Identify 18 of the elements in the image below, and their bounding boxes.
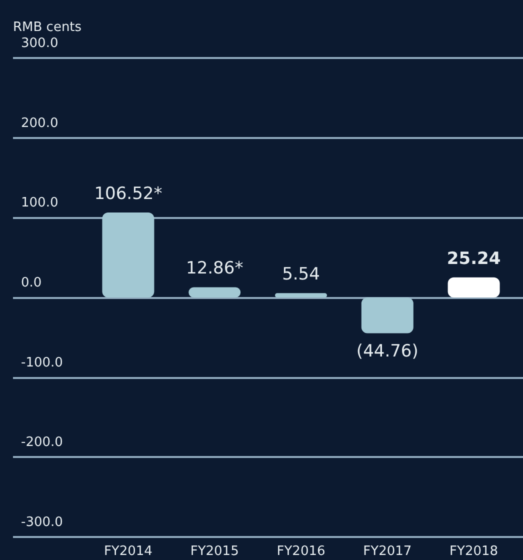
y-tick-label: -100.0 xyxy=(21,355,63,370)
x-tick-label: FY2018 xyxy=(450,544,498,559)
data-label: 5.54 xyxy=(282,264,320,285)
y-tick-label: 100.0 xyxy=(21,196,58,211)
y-tick-label: 0.0 xyxy=(21,276,42,290)
x-tick-label: FY2016 xyxy=(276,544,326,559)
y-tick-label: 200.0 xyxy=(21,116,58,131)
data-label: 25.24 xyxy=(446,248,501,269)
y-tick-label: 300.0 xyxy=(21,36,58,51)
data-label: (44.76) xyxy=(356,342,418,362)
y-tick-label: -300.0 xyxy=(21,515,63,530)
data-label: 106.52* xyxy=(94,184,162,204)
data-label: 12.86* xyxy=(186,258,244,279)
y-tick-label: -200.0 xyxy=(21,435,63,450)
x-tick-label: FY2015 xyxy=(190,544,239,559)
x-tick-label: FY2017 xyxy=(363,544,412,559)
y-axis-title: RMB cents xyxy=(13,20,82,35)
x-tick-label: FY2014 xyxy=(104,544,152,559)
